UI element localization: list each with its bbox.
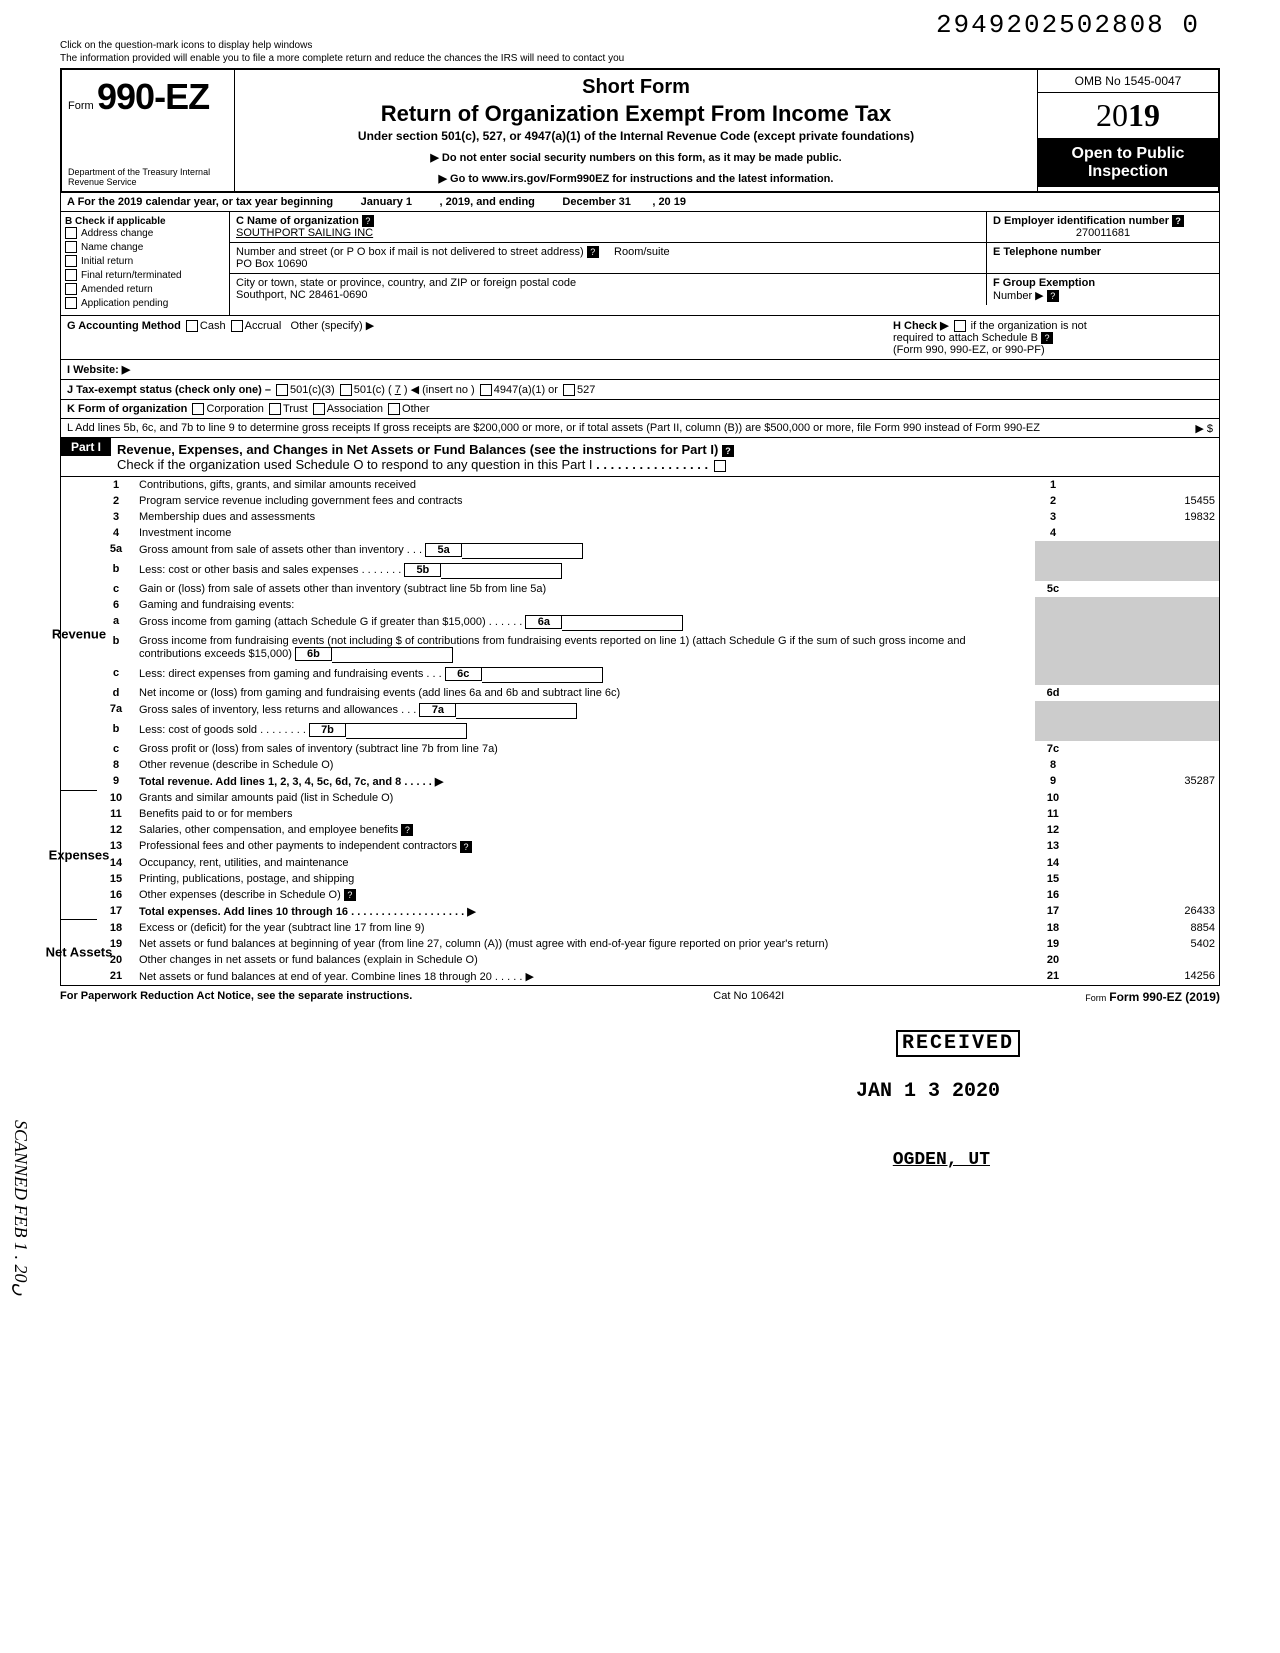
amt-17: 26433 <box>1071 903 1220 920</box>
row-k: K Form of organization Corporation Trust… <box>60 400 1220 419</box>
scanned-side: SCANNED FEB 1 . ں20 <box>10 1120 32 1296</box>
row-g-h: G Accounting Method Cash Accrual Other (… <box>60 316 1220 360</box>
year: 2019 <box>1038 93 1218 139</box>
row-a: A For the 2019 calendar year, or tax yea… <box>60 193 1220 212</box>
chk-trust[interactable] <box>269 403 281 415</box>
help-icon[interactable]: ? <box>460 841 472 853</box>
amt-19: 5402 <box>1071 936 1220 952</box>
stamp-ogden: OGDEN, UT <box>893 1150 990 1170</box>
amt-21: 14256 <box>1071 968 1220 986</box>
chk-application-pending[interactable]: Application pending <box>65 297 225 309</box>
chk-accrual[interactable] <box>231 320 243 332</box>
chk-cash[interactable] <box>186 320 198 332</box>
chk-corp[interactable] <box>192 403 204 415</box>
help-icon[interactable]: ? <box>401 824 413 836</box>
help-icon[interactable]: ? <box>587 246 599 258</box>
part-1-table: Revenue 1Contributions, gifts, grants, a… <box>60 477 1220 985</box>
address: PO Box 10690 <box>236 258 986 270</box>
chk-501c[interactable] <box>340 384 352 396</box>
amt-18: 8854 <box>1071 920 1220 936</box>
help-icon[interactable]: ? <box>1172 215 1184 227</box>
entity-box: B Check if applicable Address change Nam… <box>60 212 1220 316</box>
form-header: Form 990-EZ Department of the Treasury I… <box>60 68 1220 193</box>
chk-amended-return[interactable]: Amended return <box>65 283 225 295</box>
chk-501c3[interactable] <box>276 384 288 396</box>
chk-sched-b[interactable] <box>954 320 966 332</box>
org-name: SOUTHPORT SAILING INC <box>236 227 986 239</box>
amt-2: 15455 <box>1071 493 1220 509</box>
help-icon[interactable]: ? <box>722 445 734 457</box>
chk-527[interactable] <box>563 384 575 396</box>
subtitle: Under section 501(c), 527, or 4947(a)(1)… <box>243 129 1029 143</box>
amt-3: 19832 <box>1071 509 1220 525</box>
chk-address-change[interactable]: Address change <box>65 227 225 239</box>
part-1-header: Part I Revenue, Expenses, and Changes in… <box>60 438 1220 477</box>
stamp-received: RECEIVED <box>896 1030 1020 1057</box>
chk-4947[interactable] <box>480 384 492 396</box>
footer: For Paperwork Reduction Act Notice, see … <box>60 990 1220 1004</box>
col-b-header: B Check if applicable <box>65 216 225 227</box>
form-number: 990-EZ <box>97 76 209 117</box>
ein: 270011681 <box>993 227 1213 239</box>
dept: Department of the Treasury Internal Reve… <box>68 167 234 187</box>
warn-1: ▶ Do not enter social security numbers o… <box>243 151 1029 164</box>
row-l: L Add lines 5b, 6c, and 7b to line 9 to … <box>60 419 1220 438</box>
chk-final-return[interactable]: Final return/terminated <box>65 269 225 281</box>
help-icon[interactable]: ? <box>344 889 356 901</box>
warn-2: ▶ Go to www.irs.gov/Form990EZ for instru… <box>243 172 1029 185</box>
stamp-date: JAN 1 3 2020 <box>856 1080 1000 1103</box>
row-j: J Tax-exempt status (check only one) – 5… <box>60 380 1220 400</box>
row-i: I Website: ▶ <box>60 360 1220 380</box>
chk-other[interactable] <box>388 403 400 415</box>
barcode-number: 2949202502808 0 <box>936 10 1200 40</box>
open-inspection: Open to PublicInspection <box>1038 139 1218 187</box>
phone-label: E Telephone number <box>993 246 1213 258</box>
title-short: Short Form <box>243 76 1029 99</box>
help-icon[interactable]: ? <box>1047 290 1059 302</box>
chk-assoc[interactable] <box>313 403 325 415</box>
help-icon[interactable]: ? <box>1041 332 1053 344</box>
chk-name-change[interactable]: Name change <box>65 241 225 253</box>
city-state-zip: Southport, NC 28461-0690 <box>236 289 986 301</box>
hint-1: Click on the question-mark icons to disp… <box>60 40 1220 51</box>
omb: OMB No 1545-0047 <box>1038 70 1218 93</box>
chk-initial-return[interactable]: Initial return <box>65 255 225 267</box>
amt-9: 35287 <box>1071 773 1220 790</box>
chk-sched-o[interactable] <box>714 460 726 472</box>
title-long: Return of Organization Exempt From Incom… <box>243 101 1029 127</box>
hint-2: The information provided will enable you… <box>60 53 1220 64</box>
form-word: Form <box>68 100 94 112</box>
help-icon[interactable]: ? <box>362 215 374 227</box>
